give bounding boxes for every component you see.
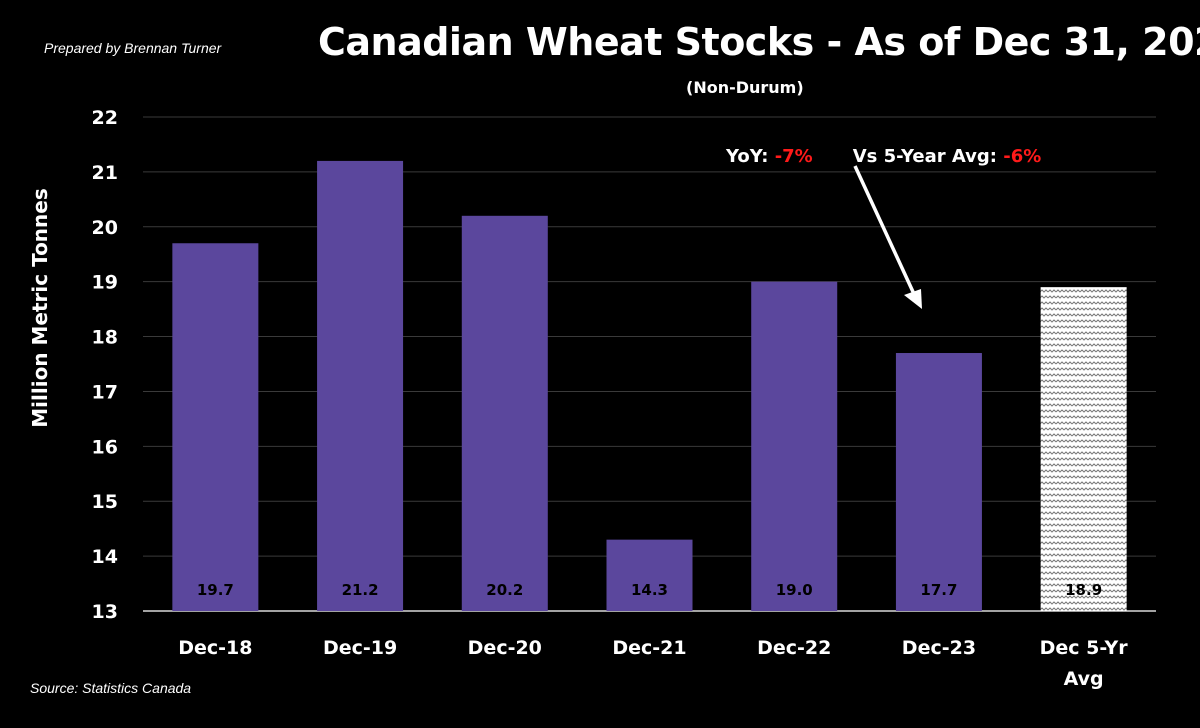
bar-dec-18: [172, 243, 259, 611]
yoy-value: -7%: [775, 146, 813, 167]
y-tick-label: 15: [92, 491, 118, 513]
annotation: YoY: -7% Vs 5-Year Avg: -6%: [725, 146, 1041, 309]
x-tick-label: Dec 5-Yr Avg: [1040, 637, 1129, 690]
data-label: 18.9: [1065, 581, 1102, 599]
chart-title: Canadian Wheat Stocks - As of Dec 31, 20…: [318, 20, 1200, 64]
data-label: 17.7: [920, 581, 957, 599]
y-tick-label: 19: [92, 272, 118, 294]
x-tick-label: Dec-18: [178, 637, 252, 659]
source-text: Source: Statistics Canada: [30, 680, 192, 696]
data-label: 19.0: [776, 581, 813, 599]
x-tick-labels: Dec-18 Dec-19 Dec-20 Dec-21 Dec-22 Dec-23 Dec …: [178, 637, 1128, 690]
y-tick-labels: 13 14 15 16 17 18 19 20 21 22: [92, 107, 118, 623]
annotation-arrow-line: [853, 165, 916, 295]
bar-dec-21: [606, 539, 693, 611]
x-tick-label: Dec-23: [902, 637, 976, 659]
bar-dec-23: [895, 353, 982, 611]
bar-dec-19: [317, 160, 404, 611]
chart-subtitle: (Non-Durum): [686, 78, 804, 97]
bar-dec-5-yr-avg: [1040, 287, 1127, 611]
x-tick-label: Dec-19: [323, 637, 397, 659]
x-tick-label: Dec-20: [468, 637, 542, 659]
data-label: 21.2: [342, 581, 379, 599]
data-label: 19.7: [197, 581, 234, 599]
bars: 19.7 21.2 20.2 14.3 19.0 17.7 18.9: [172, 160, 1127, 612]
y-tick-label: 18: [92, 327, 118, 349]
x-tick-label: Dec-21: [612, 637, 686, 659]
y-tick-label: 13: [92, 601, 118, 623]
bar-dec-20: [461, 215, 548, 612]
y-tick-label: 20: [92, 217, 118, 239]
y-tick-label: 16: [92, 436, 118, 458]
credit-text: Prepared by Brennan Turner: [44, 40, 222, 56]
y-tick-label: 22: [92, 107, 118, 129]
bar-dec-22: [751, 281, 838, 611]
arrow-head-icon: [904, 289, 922, 309]
avg-label: Vs 5-Year Avg:: [853, 146, 1004, 167]
yoy-label: YoY:: [725, 146, 775, 167]
avg-value: -6%: [1003, 146, 1041, 167]
x-tick-label: Dec-22: [757, 637, 831, 659]
annotation-text: YoY: -7% Vs 5-Year Avg: -6%: [725, 146, 1041, 167]
gridlines: [143, 116, 1156, 612]
y-tick-label: 21: [92, 162, 118, 184]
y-tick-label: 17: [92, 381, 118, 403]
y-axis-label: Million Metric Tonnes: [28, 188, 52, 428]
data-label: 20.2: [486, 581, 523, 599]
data-label: 14.3: [631, 581, 668, 599]
y-tick-label: 14: [92, 546, 118, 568]
